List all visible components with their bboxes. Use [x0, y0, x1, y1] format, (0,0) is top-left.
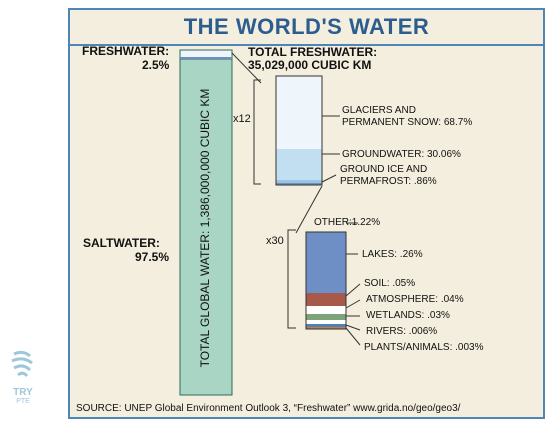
saltwater-bar: [179, 49, 233, 396]
leader-rivers: [345, 324, 361, 331]
ground-ice-segment: [276, 180, 322, 183]
bracket-other: [287, 229, 296, 329]
plants-segment: [306, 327, 346, 329]
total-freshwater-label: TOTAL FRESHWATER:: [248, 45, 378, 59]
infographic-frame: THE WORLD'S WATER: [68, 8, 545, 419]
title-bar: THE WORLD'S WATER: [70, 10, 543, 46]
total-freshwater-volume: 35,029,000 CUBIC KM: [248, 58, 372, 72]
watermark-logo: TRY PTE: [5, 350, 41, 405]
other-label: OTHER:1.22%: [314, 217, 381, 228]
leader-atmosphere: [345, 299, 361, 309]
bracket-fresh: [253, 79, 261, 185]
source-citation: SOURCE: UNEP Global Environment Outlook …: [76, 403, 461, 414]
leader-ground-ice: [321, 174, 337, 183]
wetlands-label: WETLANDS: .03%: [366, 310, 450, 321]
freshwater-percent: 2.5%: [142, 58, 170, 72]
leader-soil: [345, 283, 361, 297]
plants-animals-label: PLANTS/ANIMALS: .003%: [364, 342, 484, 353]
connector-other: [295, 185, 323, 234]
ground-ice-label-line1: GROUND ICE AND: [340, 164, 428, 175]
rivers-segment: [306, 324, 346, 327]
groundwater-segment: [276, 149, 322, 180]
glaciers-label-line1: GLACIERS AND: [342, 105, 416, 116]
page-title: THE WORLD'S WATER: [183, 14, 430, 39]
soil-label: SOIL: .05%: [364, 278, 416, 289]
watermark-text-pte: PTE: [16, 398, 30, 405]
glaciers-label-line2: PERMANENT SNOW: 68.7%: [342, 117, 473, 128]
watermark-wave-icon: [11, 350, 33, 378]
other-segment: [276, 183, 322, 185]
groundwater-label: GROUNDWATER: 30.06%: [342, 149, 461, 160]
global-bar-label: TOTAL GLOBAL WATER: 1,386,000,000 CUBIC …: [198, 89, 212, 368]
connector-fresh: [231, 52, 262, 84]
leader-plants: [345, 327, 361, 346]
zoom-factor-fresh: x12: [233, 113, 251, 125]
freshwater-label: FRESHWATER:: [82, 44, 170, 58]
diagram-graphics: TOTAL GLOBAL WATER: 1,386,000,000 CUBIC …: [179, 49, 361, 396]
atmosphere-segment: [306, 306, 346, 314]
watermark-text-try: TRY: [13, 387, 33, 398]
soil-segment: [306, 293, 346, 306]
rivers-label: RIVERS: .006%: [366, 326, 438, 337]
lakes-label: LAKES: .26%: [362, 249, 423, 260]
saltwater-percent: 97.5%: [135, 250, 170, 264]
zoom-factor-other: x30: [266, 235, 284, 247]
saltwater-label: SALTWATER:: [83, 236, 160, 250]
wetlands-segment: [306, 314, 346, 320]
rivers-gap: [306, 320, 346, 324]
atmosphere-label: ATMOSPHERE: .04%: [366, 294, 464, 305]
ground-ice-label-line2: PERMAFROST: .86%: [340, 176, 437, 187]
